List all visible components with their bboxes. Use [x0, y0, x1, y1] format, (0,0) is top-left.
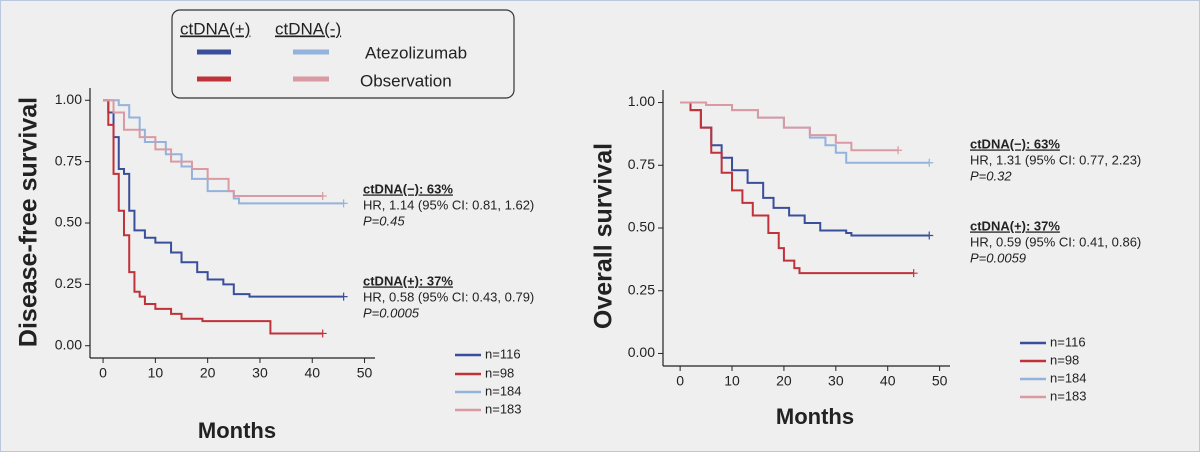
censor-mark	[318, 192, 327, 200]
survival-curve	[680, 101, 914, 275]
annotation: HR, 0.59 (95% CI: 0.41, 0.86)	[970, 234, 1141, 249]
legend-header: ctDNA(+)	[180, 19, 250, 38]
censor-mark	[909, 269, 918, 278]
survival-curve	[103, 99, 344, 298]
censor-mark	[318, 329, 327, 338]
x-tick-label: 10	[148, 365, 164, 381]
y-tick-label: 1.00	[55, 91, 82, 107]
y-tick-label: 0.25	[628, 281, 655, 297]
annotation: P=0.32	[970, 168, 1012, 183]
x-tick-label: 0	[676, 373, 684, 389]
annotation: HR, 1.31 (95% CI: 0.77, 2.23)	[970, 152, 1141, 167]
x-tick-label: 40	[880, 373, 896, 389]
y-tick-label: 0.00	[55, 336, 82, 352]
censor-mark	[339, 292, 348, 301]
x-tick-label: 20	[776, 373, 792, 389]
censor-mark	[339, 199, 348, 208]
censor-mark	[925, 231, 934, 240]
annotation: P=0.45	[363, 213, 405, 228]
x-axis-label: Months	[198, 418, 276, 443]
censor-mark	[894, 146, 903, 155]
legend-label: Observation	[360, 71, 452, 90]
y-tick-label: 0.75	[55, 152, 82, 168]
x-tick-label: 30	[252, 365, 268, 381]
x-tick-label: 40	[304, 365, 320, 381]
annotation: HR, 0.58 (95% CI: 0.43, 0.79)	[363, 289, 534, 304]
survival-curve	[103, 99, 323, 335]
x-axis-label: Months	[776, 404, 854, 429]
legend-label: n=183	[485, 401, 522, 416]
x-tick-label: 50	[357, 365, 373, 381]
legend-box	[171, 9, 515, 99]
x-tick-label: 20	[200, 365, 216, 381]
annotation: P=0.0059	[970, 250, 1026, 265]
y-tick-label: 0.75	[628, 156, 655, 172]
x-tick-label: 50	[932, 373, 948, 389]
survival-curve	[680, 101, 899, 152]
annotation: ctDNA(+): 37%	[970, 218, 1060, 233]
y-tick-label: 0.50	[55, 214, 82, 230]
y-tick-label: 0.25	[55, 275, 82, 291]
y-tick-label: 0.00	[628, 344, 655, 360]
annotation: ctDNA(+): 37%	[363, 273, 453, 288]
censor-mark	[925, 158, 934, 167]
y-tick-label: 0.50	[628, 219, 655, 235]
legend-label: n=183	[1050, 388, 1087, 403]
legend-header: ctDNA(-)	[275, 19, 341, 38]
annotation: ctDNA(−): 63%	[363, 181, 453, 196]
legend-label: n=184	[1050, 370, 1087, 385]
legend-label: n=116	[1050, 334, 1086, 349]
legend-label: n=98	[485, 365, 514, 380]
y-tick-label: 1.00	[628, 93, 655, 109]
y-axis-label: Disease-free survival	[15, 97, 43, 347]
annotation: P=0.0005	[363, 305, 420, 320]
y-axis-label: Overall survival	[590, 143, 618, 329]
annotation: ctDNA(−): 63%	[970, 136, 1060, 151]
x-tick-label: 10	[724, 373, 740, 389]
legend-label: n=116	[485, 346, 521, 361]
x-tick-label: 30	[828, 373, 844, 389]
x-tick-label: 0	[99, 365, 107, 381]
legend-label: Atezolizumab	[365, 43, 467, 62]
survival-curve	[103, 99, 323, 197]
annotation: HR, 1.14 (95% CI: 0.81, 1.62)	[363, 197, 534, 212]
legend-label: n=98	[1050, 352, 1079, 367]
legend-label: n=184	[485, 383, 522, 398]
